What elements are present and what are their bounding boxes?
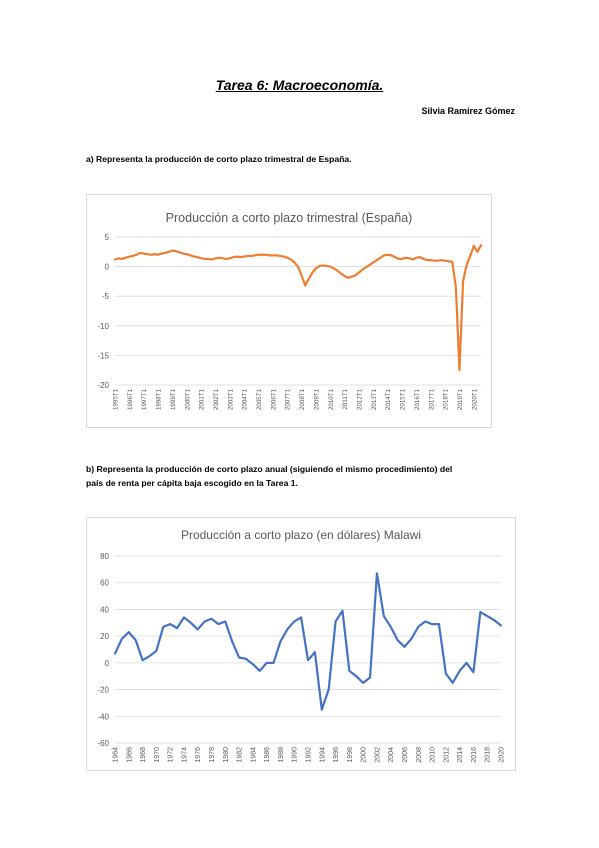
- chart-malawi: Producción a corto plazo (en dólares) Ma…: [97, 528, 506, 763]
- chart-malawi-x-tick-label: 2014: [457, 747, 464, 763]
- chart-malawi-x-tick-label: 1988: [278, 747, 285, 763]
- chart-malawi-x-tick-label: 2012: [443, 747, 450, 763]
- chart-spain-x-tick-label: 2005T1: [256, 388, 263, 410]
- chart-spain-x-tick-label: 2017T1: [428, 388, 435, 410]
- chart-malawi-series-line: [113, 572, 503, 711]
- chart-spain-x-tick-label: 2000T1: [184, 388, 191, 410]
- chart-malawi-x-tick-label: 1968: [140, 747, 147, 763]
- chart-malawi-x-tick-label: 1986: [264, 747, 271, 763]
- chart-spain-x-tick-label: 2008T1: [299, 388, 306, 410]
- chart-malawi-x-tick-label: 1992: [306, 747, 313, 763]
- chart-malawi-x-tick-label: 2016: [471, 747, 478, 763]
- chart-spain-x-tick-label: 2020T1: [471, 388, 478, 410]
- chart-malawi-x-tick-label: 1964: [113, 747, 120, 763]
- chart-spain-x-tick-label: 1995T1: [113, 388, 120, 410]
- chart-spain-x-tick-label: 2016T1: [414, 388, 421, 410]
- chart-spain-x-tick-label: 2015T1: [400, 388, 407, 410]
- chart-malawi-x-tick-label: 1982: [237, 747, 244, 763]
- chart-malawi-title: Producción a corto plazo (en dólares) Ma…: [181, 528, 421, 542]
- chart-spain-x-tick-label: 2002T1: [213, 388, 220, 410]
- chart-malawi-y-tick-label: -40: [97, 712, 109, 721]
- chart-spain-x-tick-label: 2010T1: [328, 388, 335, 410]
- chart-spain-x-tick-label: 2004T1: [242, 388, 249, 410]
- chart-malawi-y-tick-label: 40: [100, 605, 109, 614]
- chart-spain-x-tick-label: 2001T1: [199, 388, 206, 410]
- chart-malawi-x-tick-label: 2020: [499, 747, 506, 763]
- chart-spain-x-tick-label: 2019T1: [457, 388, 464, 410]
- chart-spain-x-tick-label: 1997T1: [141, 388, 148, 410]
- chart-spain-x-tick-label: 2013T1: [371, 388, 378, 410]
- chart-malawi-x-tick-label: 2004: [388, 747, 395, 763]
- chart-spain-y-tick-label: 5: [105, 233, 110, 242]
- document-title: Tarea 6: Macroeconomía.: [215, 77, 384, 93]
- author-name: Silvia Ramírez Gómez: [421, 106, 515, 116]
- question-a: a) Representa la producción de corto pla…: [86, 154, 352, 164]
- chart-malawi-x-tick-label: 2018: [485, 747, 492, 763]
- chart-spain-x-tick-label: 2009T1: [313, 388, 320, 410]
- chart-spain-x-tick-label: 2003T1: [227, 388, 234, 410]
- chart-malawi-x-tick-label: 1966: [126, 747, 133, 763]
- chart-spain-x-tick-label: 2011T1: [342, 388, 349, 409]
- chart-malawi-y-tick-label: 0: [105, 659, 110, 668]
- chart-spain-x-tick-label: 2018T1: [443, 388, 450, 410]
- chart-malawi-y-tick-label: 80: [100, 552, 109, 561]
- chart-spain-x-tick-label: 2012T1: [357, 388, 364, 410]
- chart-malawi-x-tick-label: 1996: [333, 747, 340, 763]
- chart-spain-x-tick-label: 1998T1: [156, 388, 163, 410]
- question-b: b) Representa la producción de corto pla…: [86, 462, 516, 490]
- chart-malawi-x-tick-label: 1974: [181, 747, 188, 763]
- chart-spain-x-tick-label: 2014T1: [385, 388, 392, 410]
- chart-malawi-y-tick-label: 20: [100, 632, 109, 641]
- question-b-line-2: país de renta per cápita baja escogido e…: [86, 478, 298, 488]
- chart-spain-x-tick-label: 1996T1: [127, 388, 134, 410]
- chart-malawi-x-tick-label: 1976: [195, 747, 202, 763]
- chart-malawi-x-tick-label: 1978: [209, 747, 216, 763]
- chart-malawi-x-tick-label: 1984: [250, 747, 257, 763]
- chart-spain-y-tick-label: -15: [97, 351, 109, 360]
- chart-malawi-x-tick-label: 2010: [430, 747, 437, 763]
- chart-malawi-y-tick-label: 60: [100, 579, 109, 588]
- chart-malawi-container: Producción a corto plazo (en dólares) Ma…: [86, 517, 516, 771]
- chart-malawi-x-tick-label: 1972: [168, 747, 175, 763]
- chart-malawi-x-tick-label: 2008: [416, 747, 423, 763]
- chart-spain-series-line: [113, 244, 483, 372]
- chart-malawi-x-tick-label: 1980: [223, 747, 230, 763]
- question-b-line-1: b) Representa la producción de corto pla…: [86, 464, 453, 474]
- chart-malawi-y-tick-label: -60: [97, 739, 109, 748]
- chart-spain-x-tick-label: 2006T1: [270, 388, 277, 410]
- chart-spain-x-tick-label: 1999T1: [170, 388, 177, 410]
- chart-spain-y-tick-label: -10: [97, 322, 109, 331]
- chart-malawi-x-tick-label: 1990: [292, 747, 299, 763]
- chart-malawi-y-tick-label: -20: [97, 686, 109, 695]
- chart-spain-x-tick-label: 2007T1: [285, 388, 292, 410]
- chart-spain-y-tick-label: 0: [105, 263, 110, 272]
- chart-spain: Producción a corto plazo trimestral (Esp…: [97, 211, 483, 410]
- chart-spain-title: Producción a corto plazo trimestral (Esp…: [166, 211, 413, 225]
- chart-malawi-x-tick-label: 2000: [361, 747, 368, 763]
- chart-malawi-x-tick-label: 1994: [319, 747, 326, 763]
- chart-malawi-x-tick-label: 2006: [402, 747, 409, 763]
- chart-spain-container: Producción a corto plazo trimestral (Esp…: [86, 194, 492, 428]
- chart-spain-y-tick-label: -5: [102, 292, 110, 301]
- chart-malawi-x-tick-label: 1998: [347, 747, 354, 763]
- chart-spain-y-tick-label: -20: [97, 381, 109, 390]
- chart-malawi-x-tick-label: 1970: [154, 747, 161, 763]
- chart-malawi-x-tick-label: 2002: [374, 747, 381, 763]
